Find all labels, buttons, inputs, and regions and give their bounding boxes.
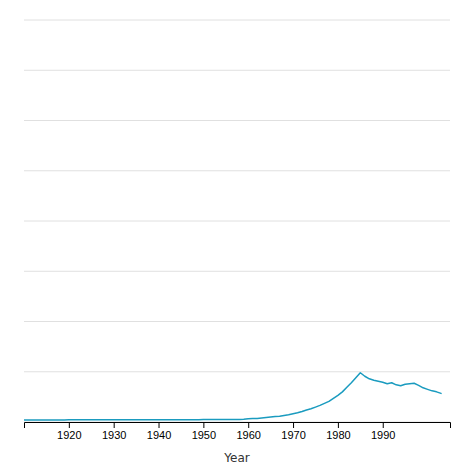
x-tick-mark xyxy=(69,422,70,428)
x-tick: 1940 xyxy=(147,422,171,441)
x-axis: 1920 1930 1940 1950 1960 1970 1980 1990 xyxy=(25,422,451,441)
series xyxy=(24,373,441,420)
grid-line xyxy=(24,371,450,372)
x-tick: 1950 xyxy=(192,422,216,441)
x-axis-title: Year xyxy=(223,451,249,465)
x-tick: 1920 xyxy=(57,422,81,441)
x-tick-label: 1950 xyxy=(192,429,216,441)
x-tick-label: 1920 xyxy=(57,429,81,441)
line xyxy=(24,373,441,420)
x-tick: 1990 xyxy=(371,422,395,441)
grid-line xyxy=(24,70,450,71)
x-tick-label: 1970 xyxy=(281,429,305,441)
chart: 1920 1930 1940 1950 1960 1970 1980 1990 Year xyxy=(0,0,474,474)
grid-line xyxy=(24,221,450,222)
x-tick-label: 1990 xyxy=(371,429,395,441)
x-tick-mark xyxy=(383,422,384,428)
grid-line xyxy=(24,20,450,21)
x-tick: 1930 xyxy=(102,422,126,441)
x-tick-label: 1960 xyxy=(236,429,260,441)
x-tick: 1970 xyxy=(281,422,305,441)
x-tick-mark xyxy=(203,422,204,428)
x-tick: 1960 xyxy=(236,422,260,441)
grid xyxy=(24,20,450,422)
x-tick-label: 1940 xyxy=(147,429,171,441)
x-tick-mark xyxy=(338,422,339,428)
x-tick-label: 1980 xyxy=(326,429,350,441)
x-axis-line xyxy=(25,423,451,429)
x-tick-mark xyxy=(293,422,294,428)
grid-line xyxy=(24,271,450,272)
x-tick-mark xyxy=(114,422,115,428)
x-tick-label: 1930 xyxy=(102,429,126,441)
grid-line xyxy=(24,120,450,121)
x-tick-mark xyxy=(248,422,249,428)
grid-line xyxy=(24,170,450,171)
x-tick-mark xyxy=(159,422,160,428)
plot-area: 1920 1930 1940 1950 1960 1970 1980 1990 Year xyxy=(24,20,451,465)
grid-line xyxy=(24,321,450,322)
x-tick: 1980 xyxy=(326,422,350,441)
